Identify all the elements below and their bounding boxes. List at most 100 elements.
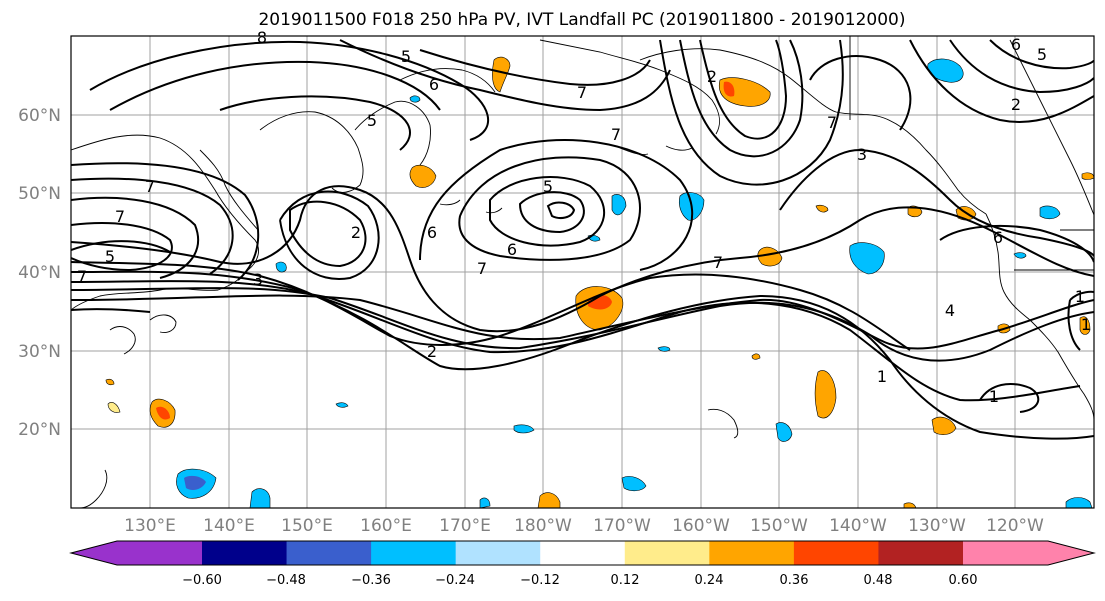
colorbar-segment — [455, 541, 541, 565]
anomaly-positive — [409, 164, 437, 188]
anomaly-positive — [931, 416, 957, 435]
contour-label: 7 — [477, 259, 487, 278]
pv-contours — [71, 39, 1094, 440]
contour-label: 2 — [427, 342, 437, 361]
coastlines — [71, 36, 1094, 508]
contour-label: 7 — [77, 267, 87, 286]
anomaly-positive — [903, 502, 917, 508]
colorbar-segment — [963, 541, 1049, 565]
contour-label: 4 — [945, 301, 955, 320]
anomaly-negative — [249, 488, 271, 508]
colorbar-tick-label: 0.24 — [695, 573, 724, 588]
lon-label: 170°W — [593, 516, 651, 536]
anomaly-positive — [105, 378, 115, 386]
map-panel: 8 5 6 7 2 5 7 7 7 5 7 6 2 7 6 7 5 3 2 3 … — [70, 28, 1095, 509]
colorbar-tick-label: 0.48 — [864, 573, 893, 588]
colorbar-segments — [71, 541, 1094, 565]
anomaly-positive — [907, 205, 923, 218]
colorbar-segment — [878, 541, 964, 565]
contour-label: 2 — [707, 67, 717, 86]
lat-label: 20°N — [18, 420, 61, 440]
contour-label: 5 — [105, 247, 115, 266]
contour-label: 7 — [713, 253, 723, 272]
colorbar-tick-label: 0.12 — [611, 573, 640, 588]
anomaly-positive — [1079, 316, 1091, 335]
contour-label: 7 — [577, 83, 587, 102]
anomaly-positive — [537, 492, 561, 508]
lat-label: 50°N — [18, 184, 61, 204]
contour-label: 7 — [827, 113, 837, 132]
lon-label: 150°W — [750, 516, 808, 536]
anomaly-positive-core — [723, 81, 735, 97]
anomaly-negative — [409, 95, 421, 103]
colorbar-tick-label: −0.36 — [351, 573, 391, 588]
lat-label: 30°N — [18, 342, 61, 362]
contour-label: 6 — [993, 228, 1003, 247]
anomaly-positive-core — [156, 406, 170, 420]
colorbar-tick-label: −0.24 — [435, 573, 475, 588]
contour-label: 3 — [857, 145, 867, 164]
lon-label: 130°W — [908, 516, 966, 536]
lon-label: 140°E — [203, 516, 255, 536]
figure-title: 2019011500 F018 250 hPa PV, IVT Landfall… — [258, 10, 905, 30]
anomaly-negative — [335, 402, 349, 408]
contour-label: 2 — [351, 223, 361, 242]
anomaly-positive — [815, 204, 829, 213]
lon-label: 170°E — [439, 516, 491, 536]
contour-label: 7 — [145, 177, 155, 196]
contour-label: 6 — [507, 240, 517, 259]
longitude-labels: 130°E 140°E 150°E 160°E 170°E 180°W 170°… — [124, 516, 1044, 536]
lat-label: 40°N — [18, 263, 61, 283]
contour-label: 6 — [429, 75, 439, 94]
colorbar-segment — [624, 541, 710, 565]
lon-label: 140°W — [829, 516, 887, 536]
contour-label: 3 — [253, 270, 263, 289]
contour-label: 7 — [611, 125, 621, 144]
lat-label: 60°N — [18, 106, 61, 126]
anomaly-negative — [1013, 252, 1027, 259]
contour-label: 5 — [367, 111, 377, 130]
lon-label: 120°W — [986, 516, 1044, 536]
pc-filled-anomalies — [105, 56, 1094, 508]
contour-label: 5 — [401, 47, 411, 66]
colorbar-segment — [540, 541, 626, 565]
anomaly-positive — [492, 56, 511, 93]
lon-label: 150°E — [281, 516, 333, 536]
colorbar-extend-max — [1048, 541, 1094, 565]
anomaly-negative — [775, 422, 793, 442]
colorbar-segment — [371, 541, 457, 565]
colorbar-segment — [202, 541, 288, 565]
colorbar-tick-label: −0.60 — [182, 573, 222, 588]
anomaly-negative-core — [184, 475, 206, 490]
anomaly-negative — [621, 476, 647, 492]
lon-label: 160°W — [672, 516, 730, 536]
lon-label: 180°W — [514, 516, 572, 536]
contour-label: 5 — [543, 177, 553, 196]
contour-label: 6 — [1011, 35, 1021, 54]
contour-labels: 8 5 6 7 2 5 7 7 7 5 7 6 2 7 6 7 5 3 2 3 … — [77, 28, 1091, 406]
latitude-labels: 60°N 50°N 40°N 30°N 20°N — [18, 106, 61, 440]
colorbar-outline — [69, 540, 1096, 566]
colorbar-tick-label: −0.12 — [520, 573, 560, 588]
colorbar-segment — [709, 541, 795, 565]
map-frame — [70, 35, 1095, 509]
contour-label: 1 — [877, 367, 887, 386]
anomaly-positive — [107, 402, 121, 413]
colorbar-segment — [793, 541, 879, 565]
contour-label: 1 — [1081, 315, 1091, 334]
anomaly-negative — [479, 497, 491, 508]
lon-label: 160°E — [360, 516, 412, 536]
lon-label: 130°E — [124, 516, 176, 536]
contour-label: 6 — [427, 223, 437, 242]
colorbar: −0.60 −0.48 −0.36 −0.24 −0.12 0.12 0.24 … — [69, 540, 1096, 588]
colorbar-tick-label: −0.48 — [266, 573, 306, 588]
contour-label: 5 — [1037, 45, 1047, 64]
colorbar-extend-min — [71, 541, 117, 565]
contour-label: 8 — [257, 28, 267, 47]
anomaly-positive — [751, 353, 761, 360]
colorbar-tick-label: 0.60 — [949, 573, 978, 588]
anomaly-positive — [814, 370, 837, 419]
contour-label: 1 — [1075, 287, 1085, 306]
colorbar-segment — [117, 541, 203, 565]
